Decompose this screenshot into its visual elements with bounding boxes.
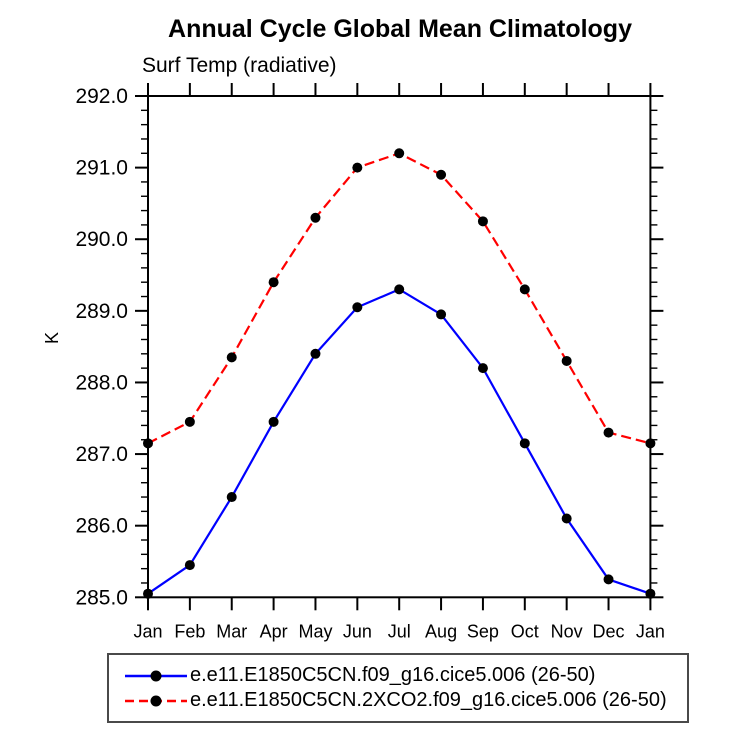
legend-box: e.e11.E1850C5CN.f09_g16.cice5.006 (26-50…	[107, 653, 689, 723]
svg-text:Oct: Oct	[511, 621, 539, 641]
svg-text:Jun: Jun	[343, 621, 372, 641]
svg-text:Mar: Mar	[216, 621, 247, 641]
svg-text:285.0: 285.0	[75, 586, 128, 609]
svg-text:Feb: Feb	[174, 621, 205, 641]
legend-item-control: e.e11.E1850C5CN.f09_g16.cice5.006 (26-50…	[125, 665, 687, 686]
chart-subtitle: Surf Temp (radiative)	[142, 54, 337, 77]
chart-title: Annual Cycle Global Mean Climatology	[168, 15, 632, 43]
svg-text:Jan: Jan	[133, 621, 162, 641]
svg-text:Jul: Jul	[388, 621, 411, 641]
legend-label-2xco2: e.e11.E1850C5CN.2XCO2.f09_g16.cice5.006 …	[190, 689, 667, 711]
svg-text:Apr: Apr	[260, 621, 288, 641]
legend-item-2xco2: e.e11.E1850C5CN.2XCO2.f09_g16.cice5.006 …	[125, 690, 687, 711]
svg-text:288.0: 288.0	[75, 371, 128, 394]
svg-text:287.0: 287.0	[75, 443, 128, 466]
svg-text:May: May	[298, 621, 332, 641]
legend-line-sample-dashed-icon	[125, 695, 187, 706]
legend-label-control: e.e11.E1850C5CN.f09_g16.cice5.006 (26-50…	[190, 664, 596, 686]
svg-text:289.0: 289.0	[75, 300, 128, 323]
svg-text:Jan: Jan	[636, 621, 665, 641]
svg-text:Dec: Dec	[593, 621, 625, 641]
svg-text:290.0: 290.0	[75, 228, 128, 251]
svg-text:Sep: Sep	[467, 621, 499, 641]
svg-text:286.0: 286.0	[75, 515, 128, 538]
svg-text:Nov: Nov	[551, 621, 583, 641]
svg-text:292.0: 292.0	[75, 85, 128, 108]
svg-text:Aug: Aug	[425, 621, 457, 641]
svg-text:291.0: 291.0	[75, 157, 128, 180]
legend-line-sample-solid-icon	[125, 670, 187, 681]
